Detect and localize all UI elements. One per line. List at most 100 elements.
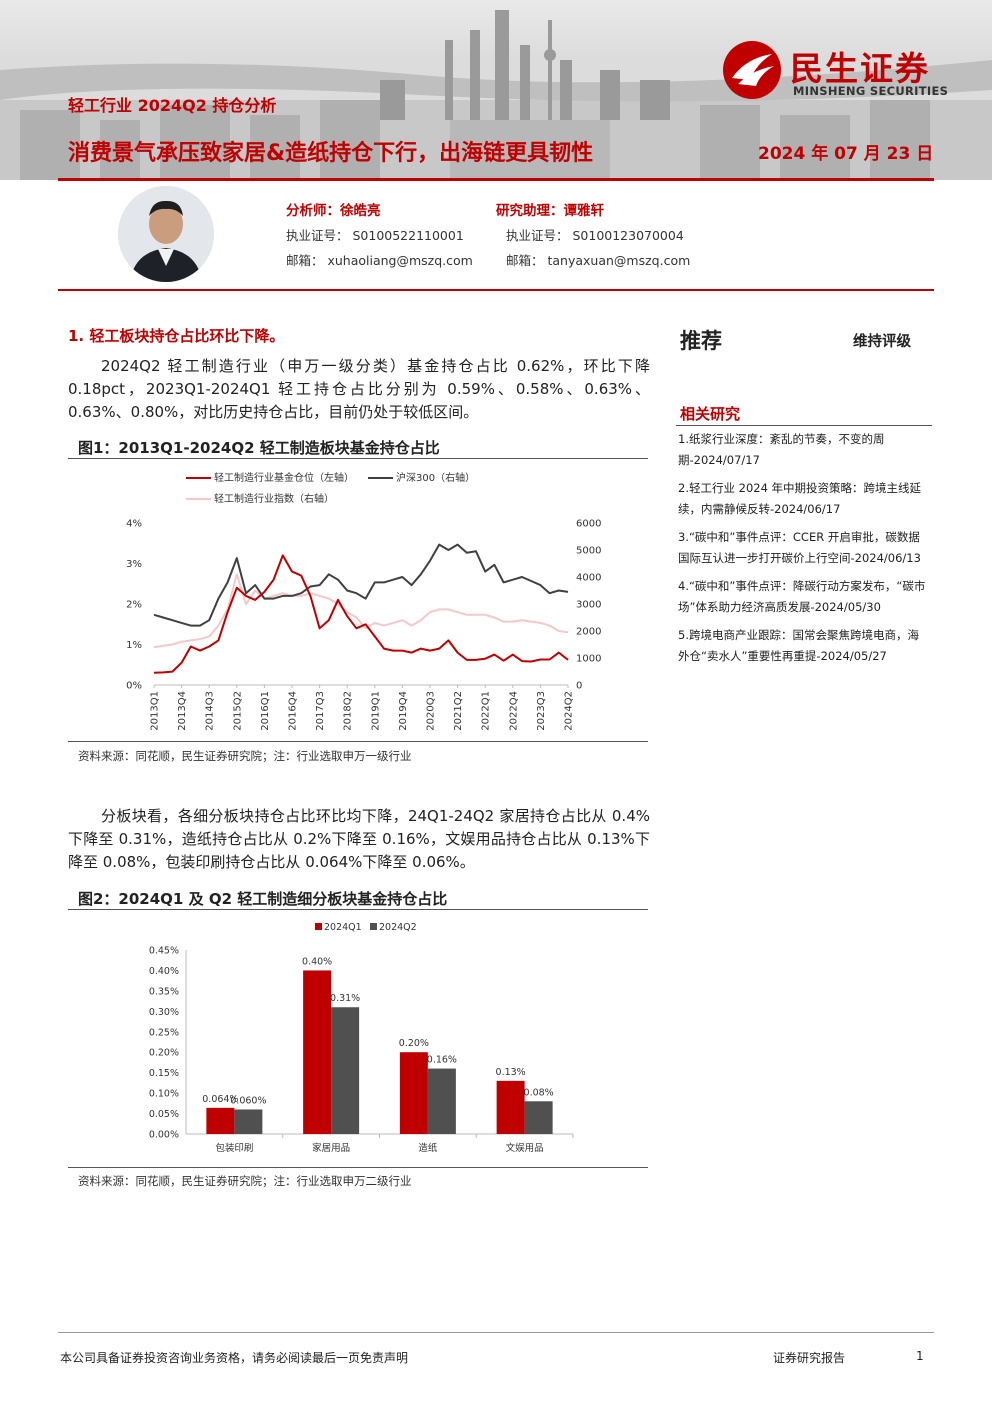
analyst-cert: 执业证号： S0100522110001 [286, 228, 464, 243]
analyst-email[interactable]: 邮箱： xuhaoliang@mszq.com [286, 253, 473, 268]
report-date: 2024 年 07 月 23 日 [758, 144, 934, 164]
chart2-legend: 2024Q1 2024Q2 [315, 922, 417, 933]
related-research-list: 1.纸浆行业深度：紊乱的节奏，不变的周期-2024/07/17 2.轻工行业 2… [678, 429, 928, 667]
chart2-bar-value-label: 0.13% [496, 1067, 526, 1078]
figure1-title: 图1：2013Q1-2024Q2 轻工制造板块基金持仓占比 [78, 439, 440, 457]
analyst-heading: 分析师：徐皓亮 [286, 199, 381, 219]
chart1-x-tick-label: 2022Q4 [508, 691, 519, 731]
legend-swatch-2024q1 [315, 923, 322, 930]
chart1-x-tick-label: 2016Q1 [260, 691, 271, 731]
figure2-source: 资料来源：同花顺，民生证券研究院；注：行业选取申万二级行业 [78, 1174, 412, 1188]
report-title: 消费景气承压致家居&造纸持仓下行，出海链更具韧性 [68, 141, 594, 166]
chart2-bar-2024Q2-包装印刷 [234, 1109, 263, 1134]
chart1-legend: 轻工制造行业基金仓位（左轴） 沪深300（右轴） 轻工制造行业指数（右轴） [186, 471, 475, 505]
chart2-bar-value-label: 0.20% [399, 1038, 429, 1049]
chart1-left-tick-label: 3% [126, 559, 142, 570]
chart2-y-axis: 0.00% 0.05% 0.10% 0.15% 0.20% 0.25% 0.30% 0.35%… [149, 946, 187, 1141]
legend-label-fund-position: 轻工制造行业基金仓位（左轴） [214, 471, 354, 484]
chart2-bar-value-label: 0.060% [230, 1095, 266, 1106]
brand-logo-icon [723, 41, 781, 99]
chart1-x-tick-label: 2013Q1 [150, 691, 161, 731]
related-research-item[interactable]: 4.“碳中和”事件点评：降碳行动方案发布，“碳市场”体系助力经济高质发展-202… [678, 579, 926, 614]
assistant-label: 研究助理： [496, 203, 564, 219]
assistant-email[interactable]: 邮箱： tanyaxuan@mszq.com [506, 253, 691, 268]
chart1-x-tick-label: 2018Q2 [343, 691, 354, 731]
rating-note: 维持评级 [853, 334, 911, 350]
chart1-x-tick-label: 2014Q3 [205, 691, 216, 731]
chart2-bar-2024Q2-造纸 [427, 1068, 456, 1134]
chart2-y-tick-label: 0.45% [149, 946, 179, 957]
figure1-line-chart: 轻工制造行业基金仓位（左轴） 沪深300（右轴） 轻工制造行业指数（右轴） 0%… [126, 471, 601, 731]
chart2-bar-value-label: 0.064% [202, 1094, 238, 1105]
header-banner [0, 0, 992, 180]
figure1-top-rule [68, 458, 648, 459]
legend-label-2024q2: 2024Q2 [379, 922, 417, 933]
chart2-y-tick-label: 0.30% [149, 1007, 179, 1018]
brand-logo [722, 40, 782, 100]
header-rule [58, 178, 934, 181]
chart1-right-tick-label: 3000 [576, 600, 601, 611]
related-research-item[interactable]: 1.纸浆行业深度：紊乱的节奏，不变的周期-2024/07/17 [678, 432, 885, 467]
chart2-y-tick-label: 0.10% [149, 1089, 179, 1100]
chart2-y-tick-label: 0.35% [149, 986, 179, 997]
chart2-y-tick-label: 0.05% [149, 1109, 179, 1120]
chart2-x-tick-label: 造纸 [418, 1142, 438, 1154]
figure1-source: 资料来源：同花顺，民生证券研究院；注：行业选取申万一级行业 [78, 749, 412, 763]
chart1-right-tick-label: 1000 [576, 654, 601, 665]
chart1-x-tick-label: 2016Q4 [288, 691, 299, 731]
related-research-item[interactable]: 3.“碳中和”事件点评：CCER 开启审批，碳数据国际互认进一步打开碳价上行空间… [678, 530, 921, 565]
related-research-rule [676, 425, 932, 426]
figure1-bottom-rule [68, 741, 648, 742]
analyst-rule [58, 289, 934, 291]
chart2-bar-2024Q1-包装印刷 [206, 1107, 235, 1134]
chart1-x-tick-label: 2024Q2 [564, 691, 575, 731]
analyst-label: 分析师： [286, 203, 340, 219]
chart2-y-tick-label: 0.15% [149, 1068, 179, 1079]
chart1-series-line-2 [153, 573, 569, 649]
legend-label-2024q1: 2024Q1 [324, 922, 362, 933]
chart1-right-tick-label: 0 [576, 681, 582, 692]
footer-page-number: 1 [916, 1349, 924, 1363]
chart1-right-tick-label: 6000 [576, 519, 601, 530]
footer-rule [58, 1332, 934, 1333]
chart2-y-tick-label: 0.00% [149, 1130, 179, 1141]
footer-disclaimer: 本公司具备证券投资咨询业务资格，请务必阅读最后一页免责声明 [60, 1351, 409, 1365]
figure2-top-rule [68, 909, 648, 910]
figure2-bar-chart: 2024Q1 2024Q2 0.00% 0.05% 0.10% 0.15% 0.20% 0… [149, 922, 574, 1154]
chart2-bar-2024Q1-家居用品 [303, 970, 332, 1134]
related-research-item[interactable]: 5.跨境电商产业跟踪：国常会聚焦跨境电商，海外仓“卖水人”重要性再重提-2024… [678, 628, 919, 663]
chart2-bar-value-label: 0.08% [524, 1087, 554, 1098]
chart1-x-tick-label: 2021Q2 [453, 691, 464, 731]
related-research-item[interactable]: 2.轻工行业 2024 年中期投资策略：跨境主线延续，内需静候反转-2024/0… [678, 481, 922, 516]
figure2-title: 图2：2024Q1 及 Q2 轻工制造细分板块基金持仓占比 [78, 890, 448, 908]
chart1-series-line-0 [153, 554, 569, 674]
footer-report-kind: 证券研究报告 [773, 1351, 846, 1365]
analyst-avatar [118, 186, 214, 282]
chart2-y-tick-label: 0.40% [149, 966, 179, 977]
section1-para2: 分板块看，各细分板块持仓占比环比均下降，24Q1-24Q2 家居持仓占比从 0.… [68, 807, 650, 871]
legend-swatch-2024q2 [370, 923, 377, 930]
chart2-bar-2024Q2-家居用品 [331, 1007, 360, 1134]
chart1-right-tick-label: 2000 [576, 627, 601, 638]
chart1-x-tick-label: 2013Q4 [177, 691, 188, 731]
chart1-x-tick-label: 2019Q1 [370, 691, 381, 731]
chart1-right-tick-label: 4000 [576, 573, 601, 584]
chart1-x-tick-label: 2023Q3 [536, 691, 547, 731]
chart1-left-tick-label: 1% [126, 640, 142, 651]
chart1-x-tick-label: 2019Q4 [398, 691, 409, 731]
analyst-name: 徐皓亮 [340, 203, 381, 219]
chart1-x-axis: 2013Q1 2013Q4 2014Q3 2015Q2 2016Q1 2016Q4 2017… [150, 684, 575, 731]
chart1-left-tick-label: 2% [126, 600, 142, 611]
brand-name-en: MINSHENG SECURITIES [793, 84, 949, 98]
chart1-left-tick-label: 0% [126, 681, 142, 692]
legend-label-hs300: 沪深300（右轴） [396, 471, 475, 484]
chart2-bar-2024Q1-造纸 [399, 1052, 428, 1134]
chart2-bar-value-label: 0.16% [427, 1055, 457, 1066]
chart2-bar-value-label: 0.40% [302, 956, 332, 967]
chart1-x-tick-label: 2020Q3 [426, 691, 437, 731]
chart2-bars: 0.064% 0.40% 0.20% 0.13% 0.060% 0.31% 0.16% 0.0… [202, 956, 554, 1134]
chart2-x-axis: 包装印刷 家居用品 造纸 文娱用品 [186, 1133, 574, 1154]
chart2-x-tick-label: 文娱用品 [506, 1142, 544, 1154]
chart1-x-tick-label: 2017Q3 [315, 691, 326, 731]
section1-heading: 1. 轻工板块持仓占比环比下降。 [68, 327, 285, 345]
